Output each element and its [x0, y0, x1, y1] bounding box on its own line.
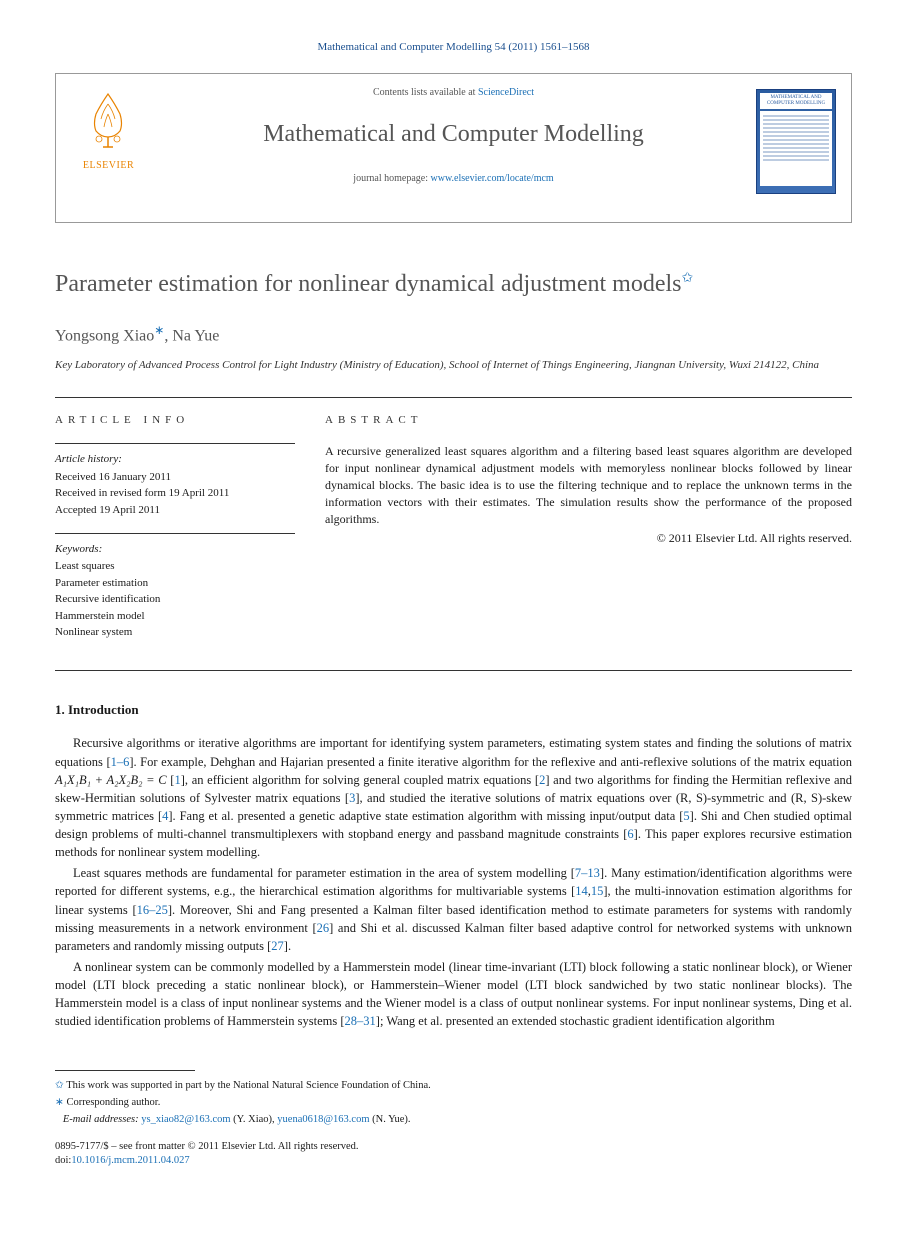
homepage-prefix: journal homepage:	[353, 173, 430, 184]
journal-cover-thumbnail: MATHEMATICAL AND COMPUTER MODELLING	[756, 89, 836, 194]
ref-15[interactable]: 15	[591, 884, 604, 898]
footnote-star-mark: ✩	[55, 1080, 64, 1091]
email-1[interactable]: ys_xiao82@163.com	[141, 1114, 230, 1125]
intro-para-1: Recursive algorithms or iterative algori…	[55, 734, 852, 861]
history-block: Article history: Received 16 January 201…	[55, 443, 295, 518]
p1-text-g: ]. Fang et al. presented a genetic adapt…	[168, 809, 683, 823]
p2-text-a: Least squares methods are fundamental fo…	[73, 866, 575, 880]
elsevier-logo: ELSEVIER	[71, 89, 146, 172]
homepage-line: journal homepage: www.elsevier.com/locat…	[166, 172, 741, 186]
article-title: Parameter estimation for nonlinear dynam…	[55, 268, 852, 302]
article-info-header: ARTICLE INFO	[55, 413, 295, 428]
p2-text-g: ].	[284, 939, 291, 953]
intro-para-2: Least squares methods are fundamental fo…	[55, 864, 852, 955]
footnote-divider	[55, 1070, 195, 1071]
p1-text-d: ], an efficient algorithm for solving ge…	[181, 773, 539, 787]
doi-label: doi:	[55, 1155, 71, 1166]
ref-7-13[interactable]: 7–13	[575, 866, 600, 880]
email-2[interactable]: yuena0618@163.com	[277, 1114, 369, 1125]
keyword-5: Nonlinear system	[55, 625, 295, 640]
doi-link[interactable]: 10.1016/j.mcm.2011.04.027	[71, 1155, 189, 1166]
title-star-mark: ✩	[681, 271, 693, 286]
abstract-header: ABSTRACT	[325, 413, 852, 428]
journal-title: Mathematical and Computer Modelling	[166, 118, 741, 152]
corresponding-mark: ∗	[154, 323, 164, 337]
journal-reference-header: Mathematical and Computer Modelling 54 (…	[55, 40, 852, 55]
keywords-label: Keywords:	[55, 542, 295, 557]
p3-text-b: ]; Wang et al. presented an extended sto…	[376, 1014, 775, 1028]
journal-header-box: ELSEVIER MATHEMATICAL AND COMPUTER MODEL…	[55, 73, 852, 223]
history-label: Article history:	[55, 452, 295, 467]
affiliation: Key Laboratory of Advanced Process Contr…	[55, 358, 852, 372]
author-list: Yongsong Xiao∗, Na Yue	[55, 322, 852, 348]
homepage-link[interactable]: www.elsevier.com/locate/mcm	[431, 173, 554, 184]
elsevier-tree-icon	[81, 89, 136, 149]
keyword-3: Recursive identification	[55, 592, 295, 607]
abstract-column: ABSTRACT A recursive generalized least s…	[325, 413, 852, 655]
equation-1: A₁X₁B₁ + A₂X₂B₂ = C	[55, 773, 167, 787]
header-center: Contents lists available at ScienceDirec…	[166, 86, 741, 186]
keyword-4: Hammerstein model	[55, 609, 295, 624]
contents-prefix: Contents lists available at	[373, 87, 478, 98]
author-2: , Na Yue	[164, 327, 219, 344]
keyword-1: Least squares	[55, 559, 295, 574]
ref-16-25[interactable]: 16–25	[137, 903, 168, 917]
ref-26[interactable]: 26	[317, 921, 330, 935]
abstract-text: A recursive generalized least squares al…	[325, 443, 852, 527]
footnote-corr-mark: ∗	[55, 1097, 64, 1108]
accepted-date: Accepted 19 April 2011	[55, 503, 295, 518]
author-1: Yongsong Xiao	[55, 327, 154, 344]
keywords-block: Keywords: Least squares Parameter estima…	[55, 533, 295, 640]
article-info-column: ARTICLE INFO Article history: Received 1…	[55, 413, 295, 655]
p1-text-b: ]. For example, Dehghan and Hajarian pre…	[129, 755, 852, 769]
keyword-2: Parameter estimation	[55, 576, 295, 591]
abstract-copyright: © 2011 Elsevier Ltd. All rights reserved…	[325, 530, 852, 547]
revised-date: Received in revised form 19 April 2011	[55, 486, 295, 501]
ref-14[interactable]: 14	[575, 884, 588, 898]
doi-line: doi:10.1016/j.mcm.2011.04.027	[55, 1154, 852, 1169]
email-label: E-mail addresses:	[63, 1114, 141, 1125]
info-abstract-row: ARTICLE INFO Article history: Received 1…	[55, 398, 852, 670]
ref-27[interactable]: 27	[271, 939, 284, 953]
footnote-emails: E-mail addresses: ys_xiao82@163.com (Y. …	[55, 1113, 852, 1128]
received-date: Received 16 January 2011	[55, 470, 295, 485]
ref-28-31[interactable]: 28–31	[345, 1014, 376, 1028]
footnote-corr-text: Corresponding author.	[64, 1097, 161, 1108]
bottom-info: 0895-7177/$ – see front matter © 2011 El…	[55, 1140, 852, 1169]
ref-1-6[interactable]: 1–6	[111, 755, 130, 769]
title-text: Parameter estimation for nonlinear dynam…	[55, 271, 681, 297]
email-name-1: (Y. Xiao),	[231, 1114, 278, 1125]
contents-line: Contents lists available at ScienceDirec…	[166, 86, 741, 100]
intro-para-3: A nonlinear system can be commonly model…	[55, 958, 852, 1031]
footnote-funding-text: This work was supported in part by the N…	[64, 1080, 431, 1091]
email-name-2: (N. Yue).	[370, 1114, 411, 1125]
cover-title: MATHEMATICAL AND COMPUTER MODELLING	[760, 93, 832, 109]
issn-line: 0895-7177/$ – see front matter © 2011 El…	[55, 1140, 852, 1155]
footnote-funding: ✩ This work was supported in part by the…	[55, 1079, 852, 1094]
intro-heading: 1. Introduction	[55, 701, 852, 719]
cover-body	[760, 111, 832, 186]
bottom-divider	[55, 670, 852, 671]
elsevier-label: ELSEVIER	[71, 159, 146, 173]
sciencedirect-link[interactable]: ScienceDirect	[478, 87, 534, 98]
footnote-corresponding: ∗ Corresponding author.	[55, 1096, 852, 1111]
